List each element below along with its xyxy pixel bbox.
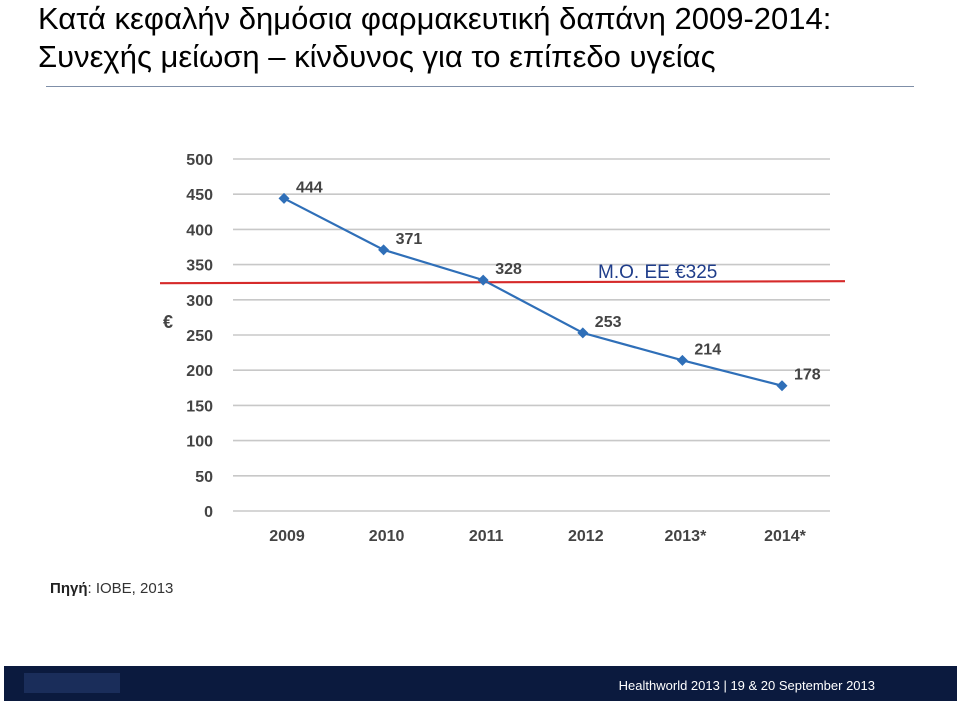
title-divider: [46, 86, 914, 87]
data-label: 214: [694, 341, 721, 358]
series-line: [283, 197, 783, 387]
data-point: [477, 274, 489, 286]
x-tick-label: 2012: [568, 528, 604, 545]
x-axis-ticks: 2009 2010 2011 2012 2013* 2014*: [269, 528, 806, 545]
y-tick-label: 450: [186, 187, 213, 204]
series-expenditure: 444 371 328 253 214 178: [278, 179, 821, 392]
data-point: [676, 354, 688, 366]
y-tick-label: 500: [186, 152, 213, 169]
x-tick-label: 2011: [469, 528, 504, 545]
source-text: : IOBE, 2013: [87, 580, 174, 597]
data-label: 444: [296, 179, 323, 196]
y-tick-label: 350: [186, 258, 213, 275]
y-tick-label: 300: [186, 293, 213, 310]
eu-average-line: [159, 280, 846, 285]
x-tick-label: 2014*: [764, 528, 807, 545]
y-tick-label: 400: [186, 222, 213, 239]
data-label: 371: [396, 231, 423, 248]
footer-logo: [24, 673, 120, 693]
source-note: Πηγή: IOBE, 2013: [50, 580, 173, 597]
x-tick-label: 2010: [369, 528, 405, 545]
footer-text: Healthworld 2013 | 19 & 20 September 201…: [618, 678, 875, 693]
page-title: Κατά κεφαλήν δημόσια φαρμακευτική δαπάνη…: [38, 1, 832, 74]
y-tick-label: 50: [195, 469, 213, 486]
x-tick-label: 2009: [269, 528, 305, 545]
data-point: [776, 380, 788, 392]
data-point: [577, 327, 589, 339]
data-label: 253: [595, 314, 622, 331]
data-label: 178: [794, 367, 821, 384]
y-tick-label: 100: [186, 434, 213, 451]
data-point: [378, 244, 390, 256]
reference-line-group: Μ.Ο. ΕΕ €325: [159, 262, 846, 285]
source-label: Πηγή: [50, 580, 88, 597]
grid-lines: [233, 158, 830, 512]
x-tick-label: 2013*: [664, 528, 707, 545]
y-tick-label: 150: [186, 398, 213, 415]
data-label: 328: [495, 261, 522, 278]
y-tick-label: 200: [186, 363, 213, 380]
data-point: [278, 192, 290, 204]
footer-bar: Healthworld 2013 | 19 & 20 September 201…: [4, 666, 957, 701]
y-axis-ticks: 0 50 100 150 200 250 300 350 400 450 500: [186, 152, 213, 521]
y-tick-label: 250: [186, 328, 213, 345]
eu-average-label: Μ.Ο. ΕΕ €325: [598, 262, 717, 283]
y-axis-label: €: [163, 312, 173, 332]
y-tick-label: 0: [204, 504, 213, 521]
